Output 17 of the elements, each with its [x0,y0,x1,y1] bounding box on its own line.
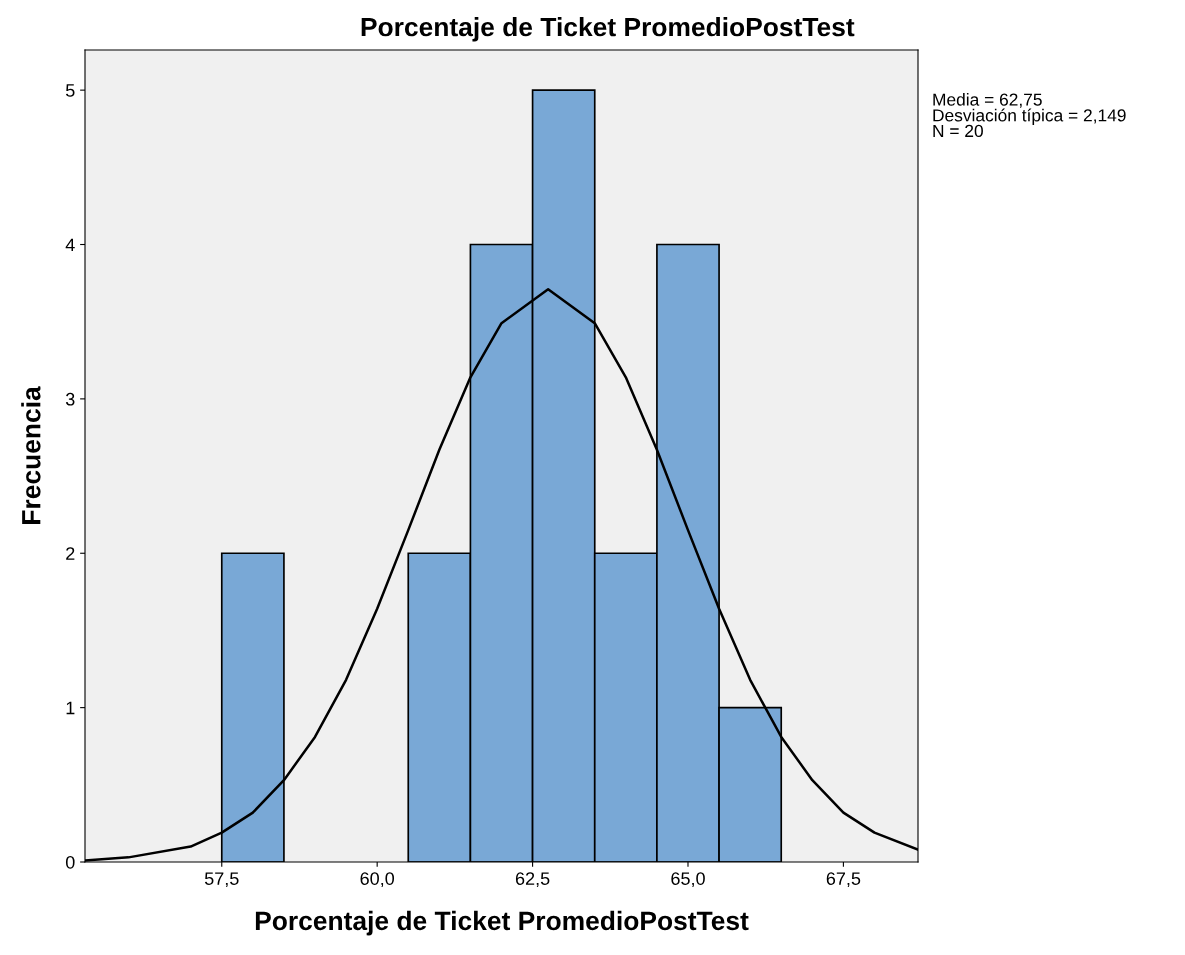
y-tick-label: 1 [66,701,75,715]
y-axis-title: Frecuencia [21,386,41,524]
text: Desviación típica = 2,149 [933,108,1126,125]
x-axis-title: Porcentaje de Ticket PromedioPostTest [255,910,749,936]
text: Media = 62,75 [933,93,1042,108]
x-tick-label: 60,0 [360,872,395,888]
chart-title: Porcentaje de Ticket PromedioPostTest [361,16,855,42]
y-tick-label: 0 [65,855,75,869]
y-tick-label: 2 [66,547,75,560]
x-tick-label: 67,5 [826,872,861,888]
y-tick-label: 4 [65,238,75,252]
x-tick-label: 62,5 [515,872,550,888]
y-tick-label: 5 [65,84,75,97]
text: N = 20 [933,124,983,138]
x-tick-label: 65,0 [671,872,705,888]
y-tick-label: 3 [65,392,75,406]
x-tick-label: 57,5 [204,872,239,888]
